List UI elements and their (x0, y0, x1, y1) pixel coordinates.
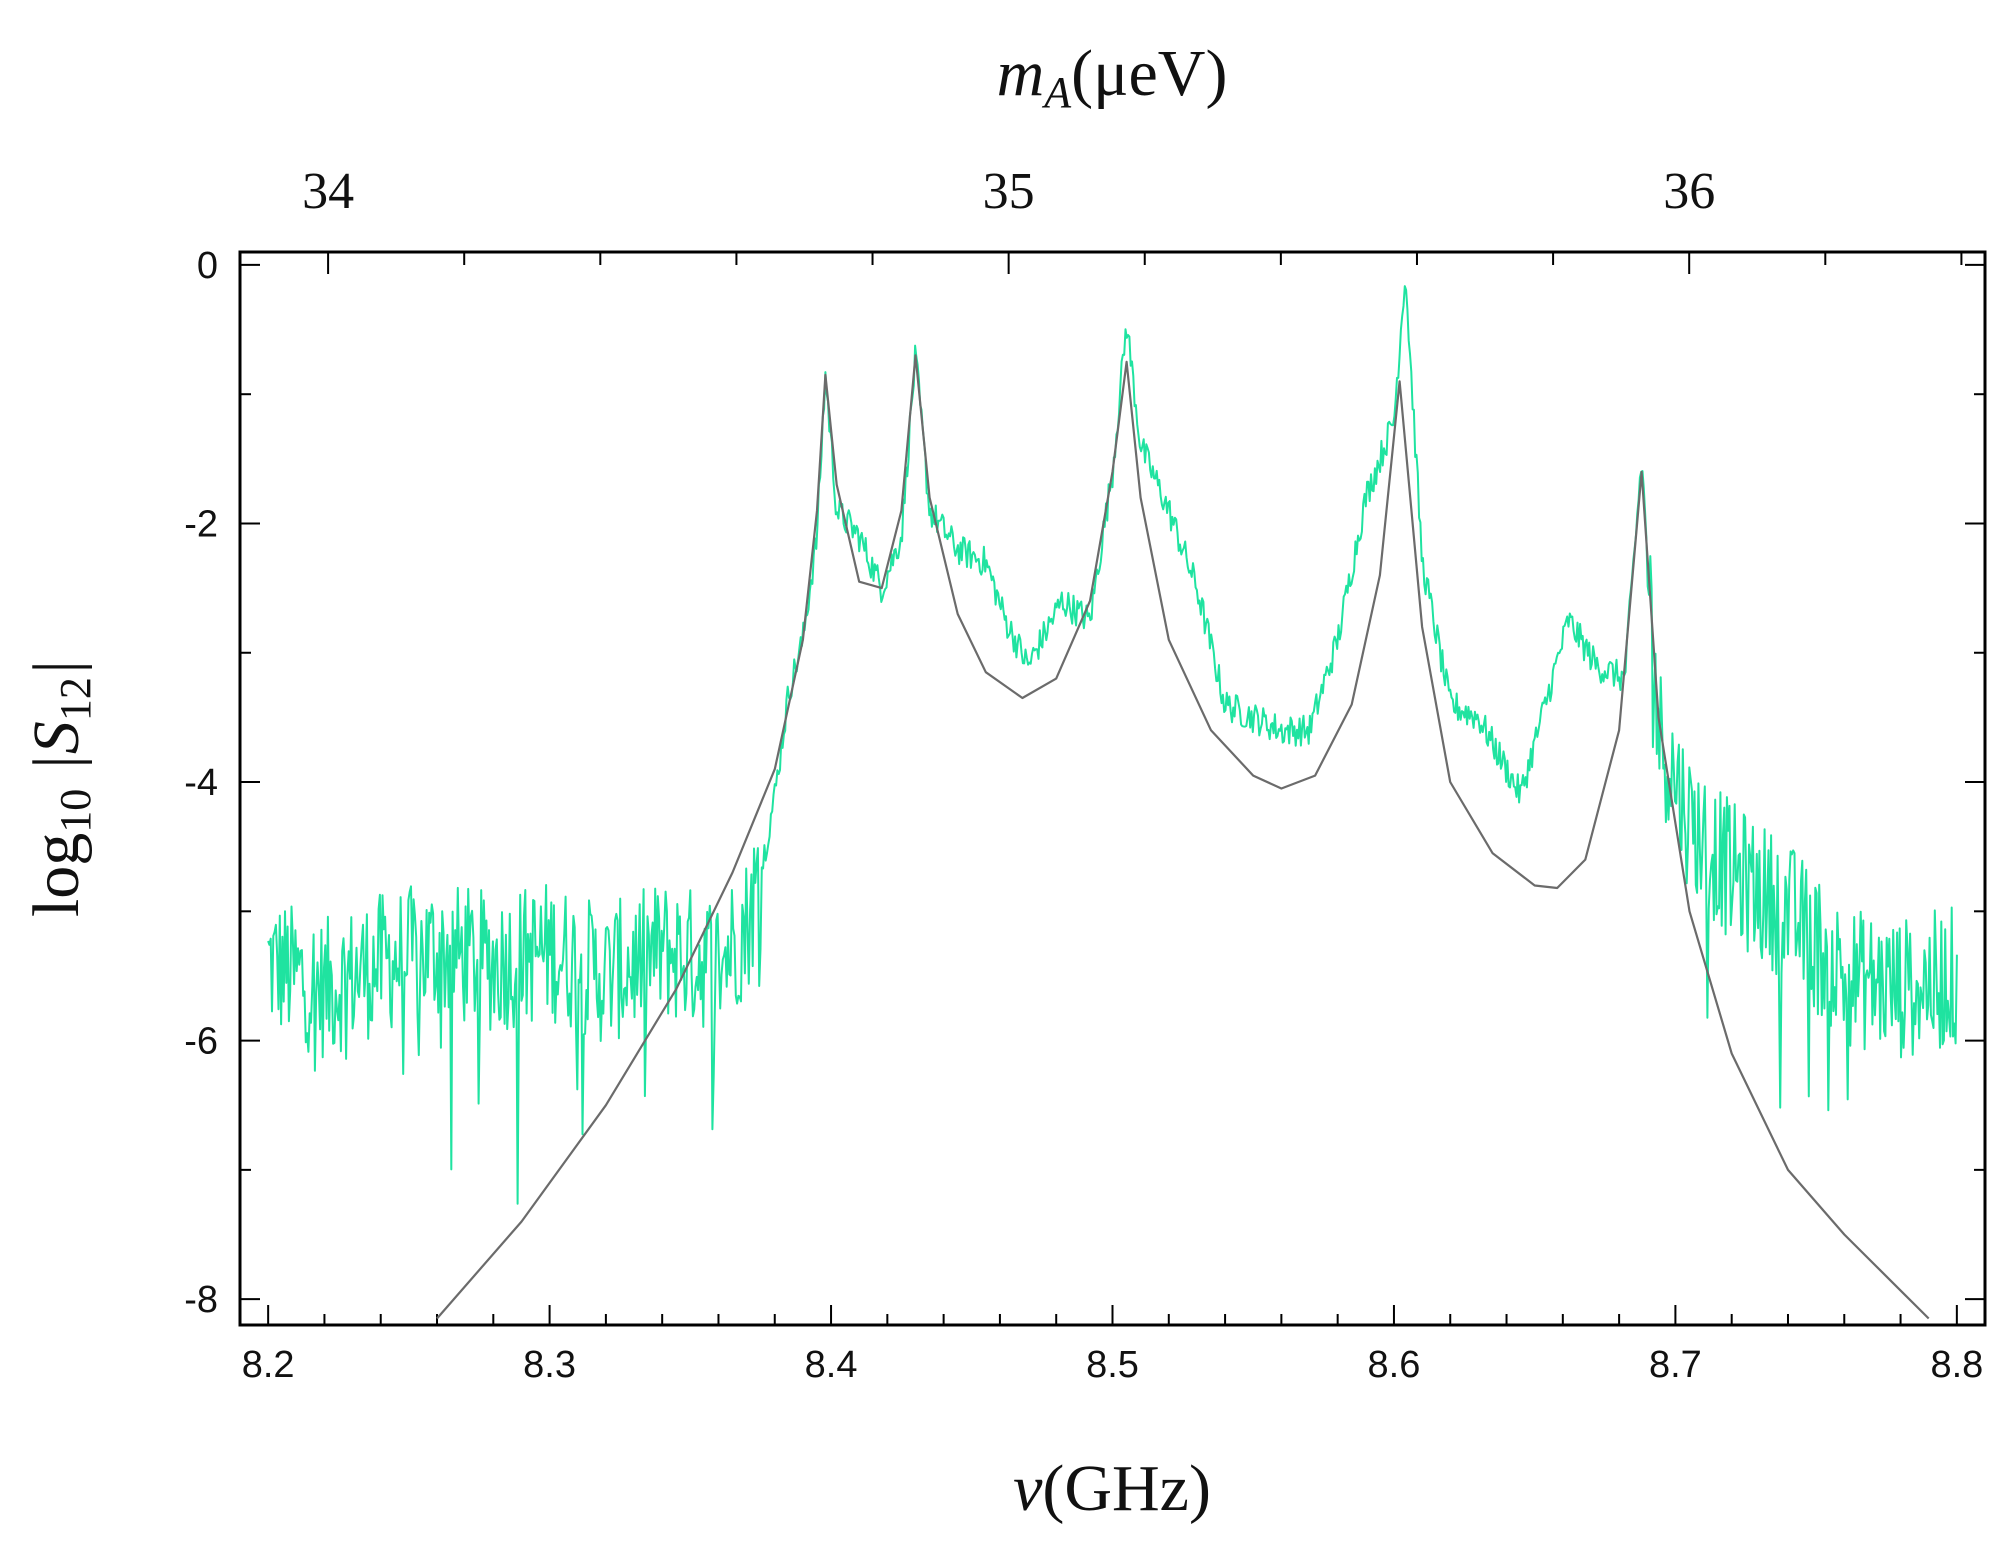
left-axis: 0 -2 -4 -6 -8 (184, 245, 260, 1321)
x-tick-label: 8.7 (1649, 1344, 1702, 1386)
top-tick-label: 34 (302, 163, 354, 220)
ylabel-s-sub: 12 (51, 677, 100, 721)
top-label-sub: A (1041, 68, 1072, 117)
top-label-unit: (μeV) (1071, 37, 1227, 110)
x-tick-label: 8.5 (1086, 1344, 1139, 1386)
y-tick-label: -6 (184, 1021, 218, 1063)
x-tick-label: 8.2 (242, 1344, 295, 1386)
series-layer (267, 285, 1958, 1320)
x-tick-label: 8.8 (1930, 1344, 1983, 1386)
y-axis-title: log10 |S12| (20, 659, 100, 917)
xlabel-nu: ν (1013, 1452, 1043, 1525)
top-axis-title: mA(μeV) (997, 37, 1228, 117)
bottom-axis: 8.2 8.3 8.4 8.5 8.6 8.7 8.8 (242, 1305, 1983, 1386)
series-line-measured (267, 285, 1958, 1205)
y-tick-label: 0 (197, 245, 218, 287)
x-tick-label: 8.3 (523, 1344, 576, 1386)
plot-frame (238, 250, 1987, 1327)
ylabel-log: log (20, 833, 93, 917)
right-axis (1965, 263, 1985, 1301)
x-tick-label: 8.6 (1368, 1344, 1421, 1386)
x-tick-label: 8.4 (805, 1344, 858, 1386)
y-tick-label: -4 (184, 762, 218, 804)
top-label-m: m (997, 37, 1045, 110)
series-line-model (436, 354, 1930, 1320)
x-axis-title: ν(GHz) (1013, 1452, 1211, 1525)
y-tick-label: -8 (184, 1279, 218, 1321)
ylabel-bar: | (20, 659, 93, 677)
top-tick-label: 35 (983, 163, 1035, 220)
xlabel-unit: (GHz) (1042, 1452, 1211, 1525)
top-axis: 34 35 36 (302, 163, 1963, 274)
top-tick-label: 36 (1663, 163, 1715, 220)
ylabel-s: |S (20, 721, 93, 789)
y-tick-label: -2 (184, 503, 218, 545)
ylabel-sub: 10 (51, 789, 100, 833)
